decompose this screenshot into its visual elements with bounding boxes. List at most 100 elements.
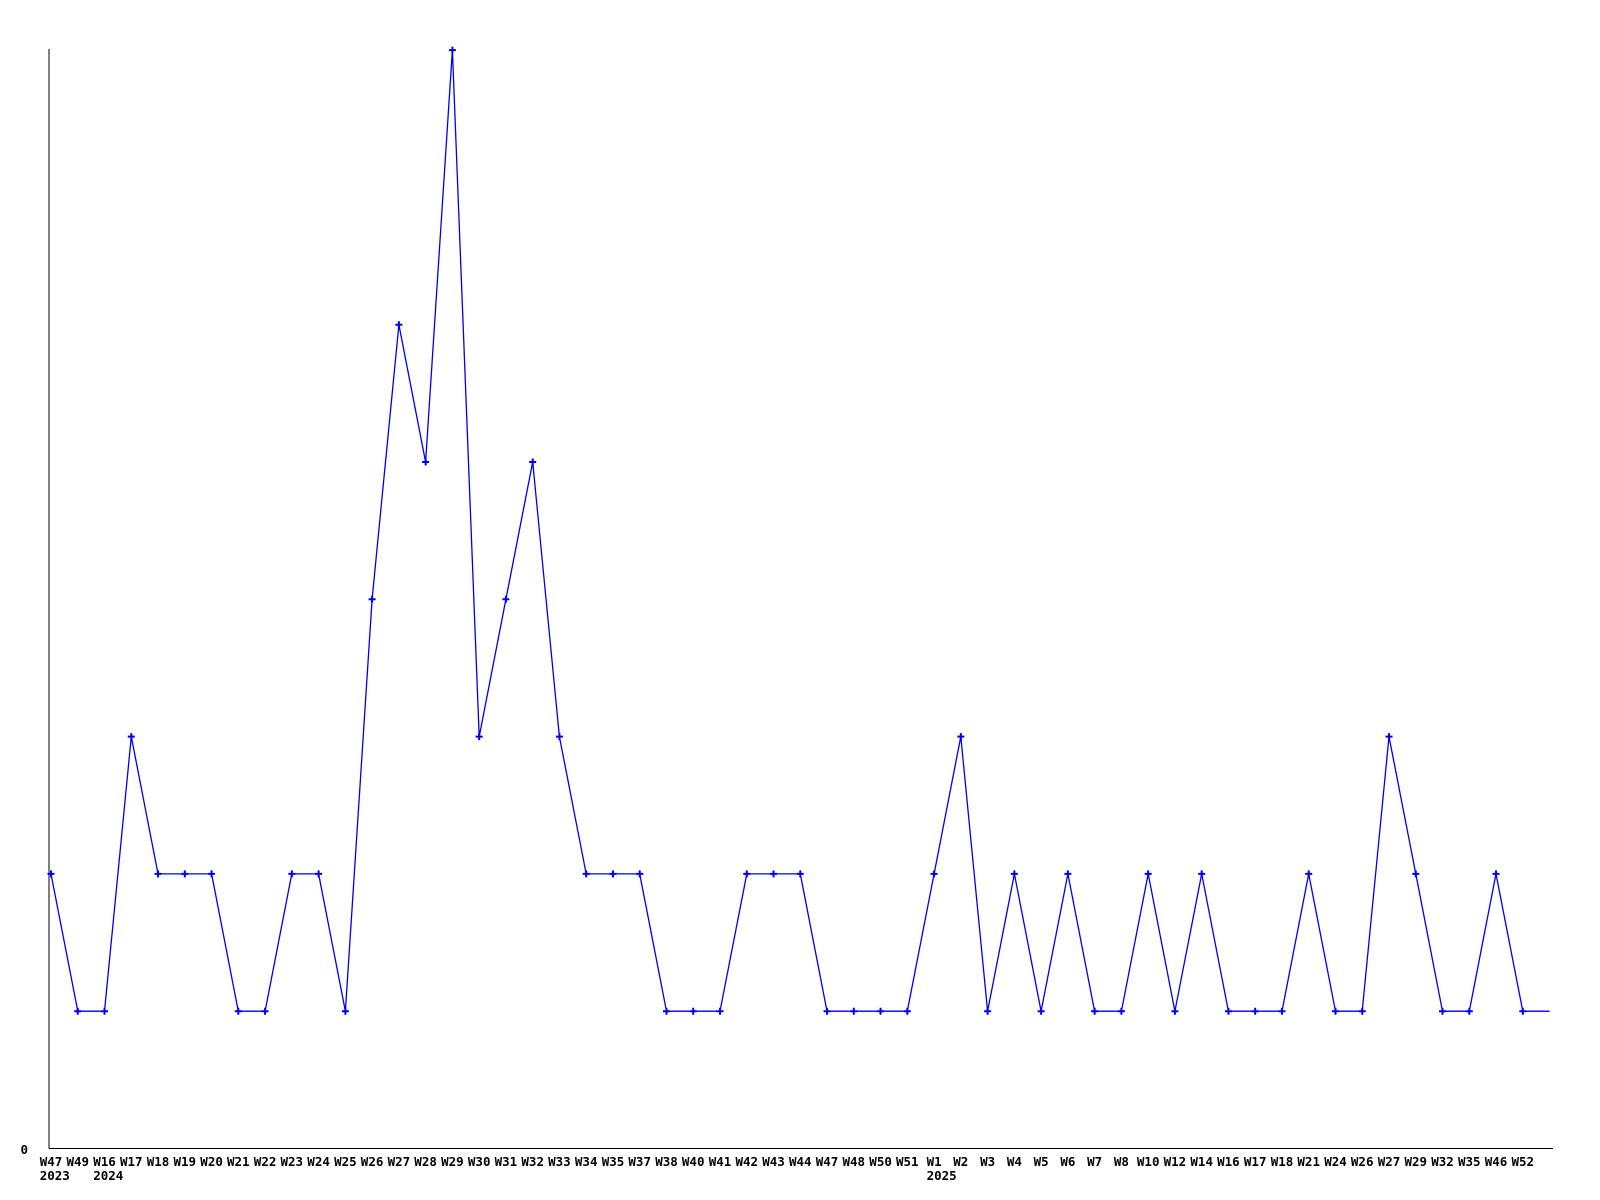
x-tick-label: W48 [843, 1154, 866, 1169]
x-tick-label: W47 [40, 1154, 63, 1169]
data-line [50, 50, 1550, 1012]
x-tick-label: W31 [495, 1154, 518, 1169]
data-point-marker [1064, 870, 1072, 878]
x-tick-label: W20 [200, 1154, 223, 1169]
x-tick-label: W6 [1060, 1154, 1075, 1169]
x-tick-label: W2 [953, 1154, 968, 1169]
data-point-marker [475, 733, 483, 741]
x-tick-label: W16 [93, 1154, 116, 1169]
x-tick-label: W49 [67, 1154, 90, 1169]
axes [48, 49, 1553, 1149]
data-point-marker [1010, 870, 1018, 878]
x-tick-label: W32 [1431, 1154, 1454, 1169]
x-tick-label: W40 [682, 1154, 705, 1169]
x-year-label: 2025 [927, 1168, 957, 1183]
x-tick-label: W3 [980, 1154, 995, 1169]
data-point-marker [1331, 1007, 1339, 1015]
data-point-marker [930, 870, 938, 878]
x-tick-label: W16 [1217, 1154, 1240, 1169]
data-point-marker [234, 1007, 242, 1015]
data-point-marker [582, 870, 590, 878]
x-tick-label: W28 [414, 1154, 437, 1169]
x-tick-label: W5 [1034, 1154, 1049, 1169]
x-tick-label: W27 [388, 1154, 411, 1169]
x-tick-label: W18 [147, 1154, 170, 1169]
x-tick-label: W26 [361, 1154, 384, 1169]
x-tick-label: W35 [602, 1154, 625, 1169]
data-point-marker [984, 1007, 992, 1015]
data-point-marker [1198, 870, 1206, 878]
x-tick-label: W24 [1324, 1154, 1347, 1169]
data-point-marker [662, 1007, 670, 1015]
x-tick-label: W21 [1297, 1154, 1320, 1169]
data-point-marker [341, 1007, 349, 1015]
x-tick-label: W29 [1405, 1154, 1428, 1169]
data-point-marker [1037, 1007, 1045, 1015]
data-point-marker [1492, 870, 1500, 878]
data-point-marker [101, 1007, 109, 1015]
data-point-marker [47, 870, 55, 878]
data-point-marker [1144, 870, 1152, 878]
x-tick-label: W18 [1271, 1154, 1294, 1169]
y-axis-zero-label: 0 [20, 1142, 28, 1157]
data-point-marker [422, 458, 430, 466]
x-tick-label: W23 [281, 1154, 304, 1169]
x-tick-label: W50 [869, 1154, 892, 1169]
data-point-marker [1519, 1007, 1527, 1015]
x-tick-label: W35 [1458, 1154, 1481, 1169]
x-tick-label: W51 [896, 1154, 919, 1169]
x-tick-label: W41 [709, 1154, 732, 1169]
data-point-marker [770, 870, 778, 878]
data-point-marker [609, 870, 617, 878]
x-year-labels: 2023 2024 2025 [40, 1168, 957, 1183]
x-tick-label: W7 [1087, 1154, 1102, 1169]
data-point-marker [636, 870, 644, 878]
x-tick-label: W38 [655, 1154, 678, 1169]
x-tick-label: W30 [468, 1154, 491, 1169]
x-year-label: 2023 [40, 1168, 70, 1183]
x-tick-label: W17 [1244, 1154, 1267, 1169]
data-point-marker [1439, 1007, 1447, 1015]
x-tick-label: W10 [1137, 1154, 1160, 1169]
data-point-marker [1358, 1007, 1366, 1015]
x-tick-label: W44 [789, 1154, 812, 1169]
x-tick-label: W1 [927, 1154, 942, 1169]
data-point-marker [315, 870, 323, 878]
data-point-marker [877, 1007, 885, 1015]
data-point-marker [903, 1007, 911, 1015]
x-tick-labels: W47 W49 W16 W17 W18 W19 W20 W21 W22 W23 W24 W25 W26 W… [40, 1154, 1534, 1169]
x-year-label: 2024 [93, 1168, 123, 1183]
data-point-marker [448, 46, 456, 54]
data-point-marker [796, 870, 804, 878]
data-point-marker [1251, 1007, 1259, 1015]
data-point-marker [823, 1007, 831, 1015]
data-point-marker [368, 595, 376, 603]
x-tick-label: W12 [1164, 1154, 1187, 1169]
data-point-marker [1117, 1007, 1125, 1015]
data-point-marker [743, 870, 751, 878]
x-tick-label: W4 [1007, 1154, 1022, 1169]
x-tick-label: W52 [1512, 1154, 1535, 1169]
x-tick-label: W25 [334, 1154, 357, 1169]
data-point-marker [395, 321, 403, 329]
data-point-marker [1465, 1007, 1473, 1015]
data-point-markers [47, 46, 1527, 1015]
data-point-marker [529, 458, 537, 466]
x-tick-label: W33 [548, 1154, 571, 1169]
data-point-marker [208, 870, 216, 878]
data-point-marker [502, 595, 510, 603]
data-point-marker [261, 1007, 269, 1015]
x-tick-label: W42 [736, 1154, 759, 1169]
data-point-marker [957, 733, 965, 741]
data-point-marker [127, 733, 135, 741]
x-tick-label: W34 [575, 1154, 598, 1169]
x-tick-label: W27 [1378, 1154, 1401, 1169]
data-point-marker [181, 870, 189, 878]
data-point-marker [154, 870, 162, 878]
data-point-marker [555, 733, 563, 741]
x-tick-label: W14 [1190, 1154, 1213, 1169]
data-point-marker [850, 1007, 858, 1015]
data-point-marker [716, 1007, 724, 1015]
